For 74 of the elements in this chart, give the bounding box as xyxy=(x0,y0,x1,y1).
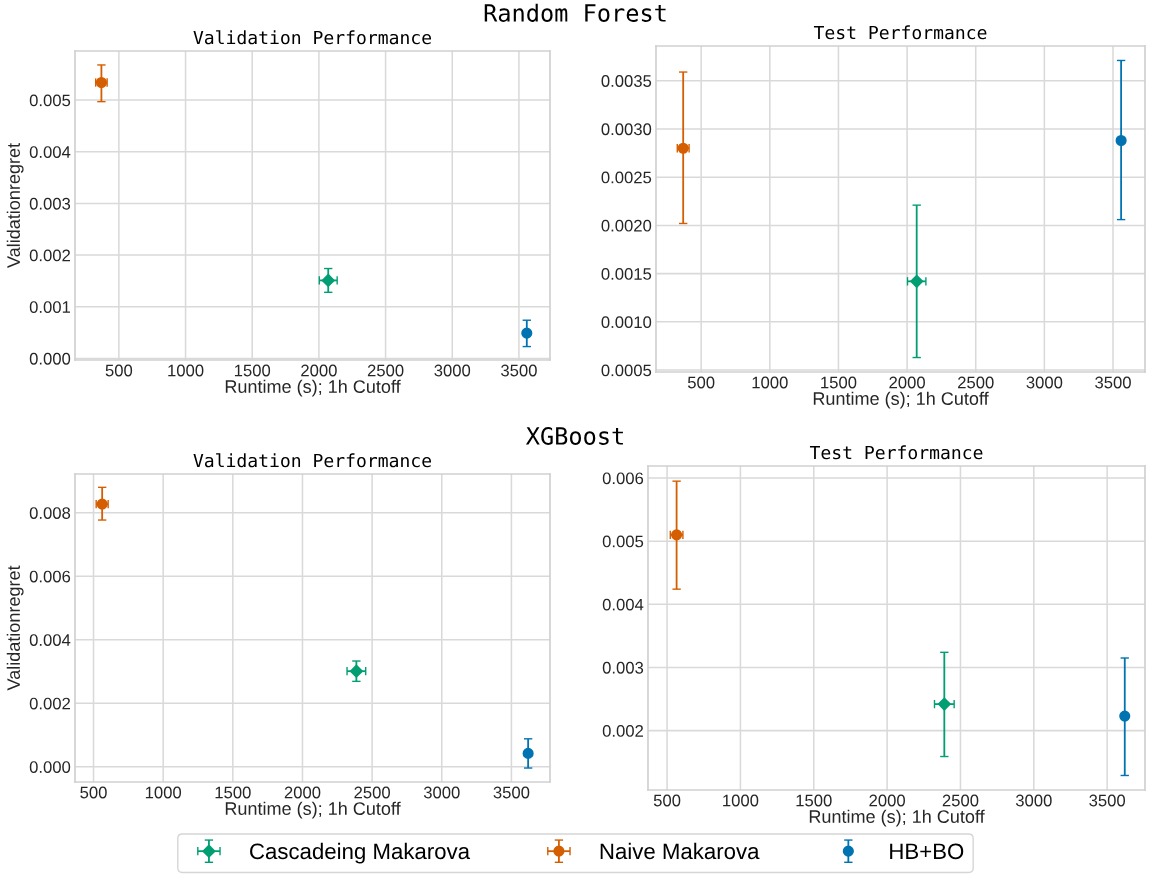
point xyxy=(321,273,335,288)
x-tick-label: 3500 xyxy=(493,786,530,799)
x-axis-title: Runtime (s); 1h Cutoff xyxy=(809,809,985,827)
x-tick-label: 1500 xyxy=(796,794,832,807)
x-tick-label: 500 xyxy=(105,364,133,377)
x-tick-label: 3000 xyxy=(1026,376,1063,389)
legend-label: HB+BO xyxy=(890,843,964,860)
x-tick-label: 3500 xyxy=(501,364,537,377)
x-tick-label: 3500 xyxy=(1095,376,1131,389)
text: XGBoost xyxy=(525,427,623,445)
x-tick-label: 500 xyxy=(80,786,107,799)
y-tick-label: 0.004 xyxy=(29,146,71,158)
y-tick-label: 0.0005 xyxy=(601,364,652,377)
y-tick-label: 0.004 xyxy=(29,634,71,646)
y-tick-label: 0.0015 xyxy=(601,268,652,280)
y-tick-label: 0.005 xyxy=(602,535,644,548)
y-tick-label: 0.000 xyxy=(29,761,71,773)
y-tick-label: 0.004 xyxy=(602,598,644,611)
x-tick-label: 2000 xyxy=(869,794,905,807)
x-tick-label: 2000 xyxy=(889,376,925,389)
y-tick-label: 0.0035 xyxy=(601,75,652,87)
x-tick-label: 1000 xyxy=(145,786,182,799)
legend-label: Naive Makarova xyxy=(600,842,760,860)
x-tick-label: 1500 xyxy=(215,786,251,799)
x-axis-title: Runtime (s); 1h Cutoff xyxy=(813,391,989,409)
x-tick-label: 3500 xyxy=(1089,794,1126,807)
y-tick-label: 0.002 xyxy=(29,697,70,710)
chart-title: Validation Performance xyxy=(193,30,432,45)
y-tick-label: 0.003 xyxy=(602,661,644,674)
y-tick-label: 0.008 xyxy=(29,507,71,519)
x-tick-label: 2500 xyxy=(958,376,994,389)
chart-title: Test Performance xyxy=(809,445,983,460)
point xyxy=(1119,710,1131,722)
x-tick-label: 1000 xyxy=(723,794,759,807)
x-tick-label: 2500 xyxy=(942,794,979,807)
x-tick-label: 3000 xyxy=(1015,794,1052,807)
y-tick-label: 0.006 xyxy=(602,472,644,485)
x-tick-label: 2500 xyxy=(367,364,404,377)
x-tick-label: 1500 xyxy=(821,376,857,389)
chart-title: Test Performance xyxy=(813,25,987,40)
x-axis-title: Runtime (s); 1h Cutoff xyxy=(225,801,401,819)
y-tick-label: 0.0020 xyxy=(601,219,652,232)
y-tick-label: 0.0025 xyxy=(601,171,652,184)
point xyxy=(349,664,363,678)
y-axis-title: Validationregret xyxy=(6,143,24,268)
x-tick-label: 1000 xyxy=(168,364,204,377)
x-tick-label: 500 xyxy=(653,794,681,807)
chart-title: Validation Performance xyxy=(193,453,432,468)
x-tick-label: 500 xyxy=(687,376,715,389)
y-axis-title: Validationregret xyxy=(6,565,24,691)
x-tick-label: 3000 xyxy=(434,364,471,377)
x-tick-label: 2000 xyxy=(284,786,321,799)
point xyxy=(937,697,951,711)
legend-label: Cascadeing Makarova xyxy=(250,842,471,864)
text: Random Forest xyxy=(484,3,666,22)
y-tick-label: 0.006 xyxy=(29,570,71,583)
x-tick-label: 1000 xyxy=(752,376,788,389)
x-tick-label: 2500 xyxy=(354,786,391,799)
x-tick-label: 1500 xyxy=(234,364,271,377)
y-tick-label: 0.003 xyxy=(29,197,71,210)
x-tick-label: 2000 xyxy=(301,364,337,377)
y-tick-label: 0.001 xyxy=(29,301,71,313)
point xyxy=(1115,134,1127,147)
y-tick-label: 0.002 xyxy=(29,249,70,262)
y-tick-label: 0.0030 xyxy=(601,123,652,136)
point xyxy=(910,274,924,288)
point xyxy=(522,747,534,759)
x-axis-title: Runtime (s); 1h Cutoff xyxy=(225,379,401,397)
y-tick-label: 0.005 xyxy=(29,94,71,107)
y-tick-label: 0.002 xyxy=(602,725,643,737)
y-tick-label: 0.0010 xyxy=(601,316,652,329)
x-tick-label: 3000 xyxy=(423,786,460,799)
point xyxy=(521,327,533,339)
y-tick-label: 0.000 xyxy=(29,352,71,365)
